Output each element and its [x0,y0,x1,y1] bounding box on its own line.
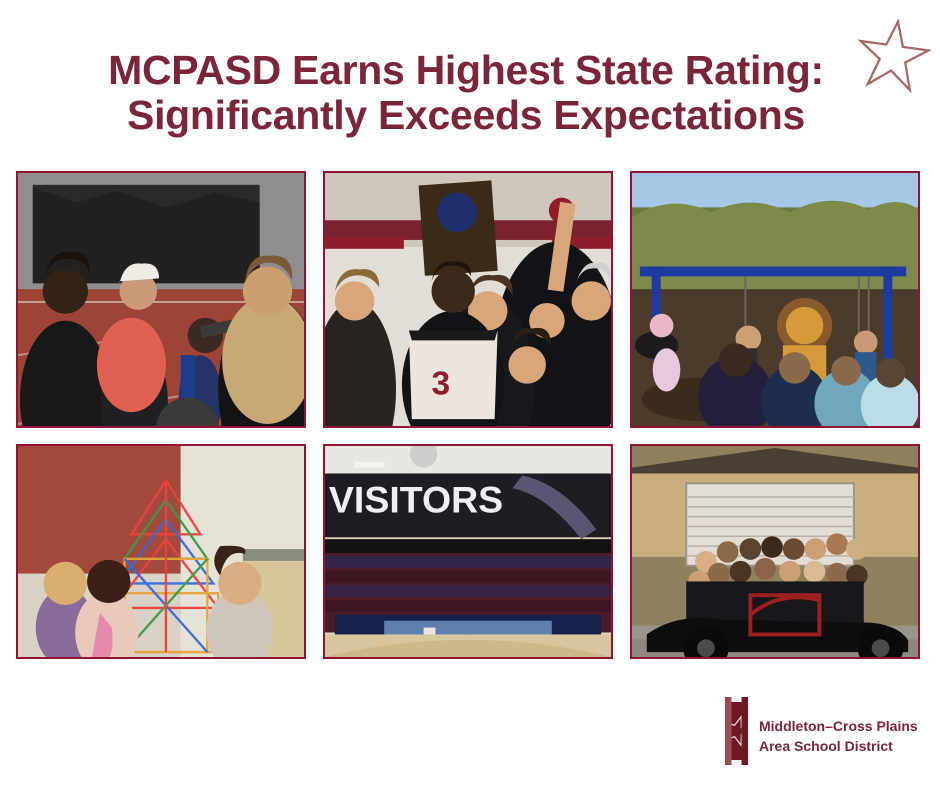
svg-text:VISITORS: VISITORS [329,479,503,521]
svg-text:3: 3 [432,366,451,403]
